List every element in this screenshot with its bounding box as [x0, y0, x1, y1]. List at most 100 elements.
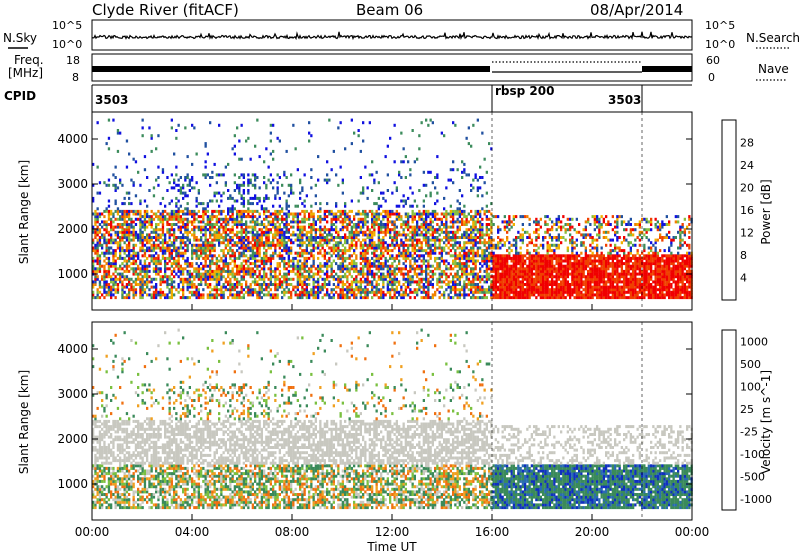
power-cell: [393, 220, 396, 224]
power-cell: [134, 262, 138, 266]
power-cell: [186, 209, 189, 213]
power-cell: [272, 293, 275, 297]
power-cell: [119, 223, 122, 226]
power-cell: [110, 290, 113, 294]
power-cell: [166, 189, 169, 192]
power-cell: [177, 209, 180, 213]
power-cell: [182, 196, 185, 200]
power-cell: [515, 256, 518, 260]
power-cell: [224, 228, 227, 232]
power-cell: [285, 230, 288, 234]
power-cell: [346, 256, 349, 260]
power-cell: [290, 251, 293, 255]
power-cell: [479, 277, 482, 281]
power-cell: [301, 238, 304, 242]
power-cell: [479, 269, 482, 273]
power-cell: [238, 189, 241, 192]
power-cell: [339, 290, 342, 294]
power-cell: [393, 288, 396, 292]
power-cell: [200, 246, 203, 250]
power-cell: [114, 176, 117, 179]
power-cell: [485, 262, 488, 266]
power-cell: [301, 186, 304, 190]
power-cell: [128, 191, 131, 195]
power-cell: [188, 212, 191, 216]
power-cell: [530, 290, 533, 294]
power-cell: [326, 209, 329, 213]
power-cell: [107, 246, 111, 250]
power-cell: [359, 254, 362, 258]
power-cell: [479, 280, 482, 284]
power-cell: [197, 277, 200, 281]
power-cell: [524, 277, 527, 281]
power-cell: [278, 209, 281, 213]
power-cell: [137, 212, 140, 216]
power-cell: [400, 272, 403, 276]
power-cell: [287, 204, 290, 208]
power-cell: [272, 223, 275, 226]
power-cell: [305, 238, 308, 242]
power-cell: [357, 129, 360, 132]
power-cell: [292, 230, 295, 234]
power-cell: [341, 262, 344, 266]
power-cell: [238, 267, 241, 271]
power-cell: [308, 267, 311, 271]
power-cell: [517, 296, 520, 300]
power-cell: [418, 283, 421, 286]
power-cell: [285, 280, 288, 284]
power-cell: [438, 228, 441, 232]
power-cell: [510, 280, 513, 284]
power-cell: [317, 209, 320, 213]
power-cell: [206, 217, 209, 221]
power-cell: [247, 269, 250, 273]
power-cell: [256, 254, 259, 258]
power-cell: [319, 251, 322, 255]
power-cell: [146, 176, 149, 179]
power-cell: [515, 249, 518, 253]
power-cell: [227, 272, 230, 276]
power-cell: [146, 275, 149, 279]
power-cell: [116, 186, 120, 190]
power-cell: [389, 296, 392, 300]
power-cell: [479, 262, 482, 266]
power-cell: [110, 251, 113, 255]
power-cell: [303, 251, 306, 255]
power-cell: [312, 259, 315, 263]
power-cell: [353, 293, 356, 297]
power-cell: [92, 162, 95, 166]
power-cell: [128, 296, 131, 300]
power-cell: [339, 280, 342, 284]
power-cell: [164, 246, 167, 250]
power-cell: [263, 196, 266, 200]
power-cell: [472, 267, 475, 271]
power-cell: [377, 230, 380, 234]
power-cell: [312, 272, 315, 276]
power-cell: [224, 183, 227, 187]
power-cell: [240, 267, 243, 271]
power-cell: [143, 209, 147, 213]
power-cell: [314, 220, 317, 224]
power-cell: [155, 215, 158, 219]
power-cell: [355, 212, 358, 216]
power-cell: [494, 296, 497, 300]
power-cell: [148, 220, 151, 224]
power-cell: [467, 280, 470, 284]
power-cell: [497, 269, 500, 273]
power-cell: [245, 225, 248, 229]
power-cell: [197, 220, 200, 224]
power-cell: [238, 269, 241, 273]
power-cell: [485, 269, 488, 273]
power-cell: [215, 269, 218, 273]
power-cell: [137, 254, 140, 258]
power-cell: [481, 290, 484, 294]
power-cell: [474, 277, 477, 281]
power-cell: [161, 275, 165, 279]
power-cell: [96, 254, 99, 258]
power-cell: [121, 228, 124, 232]
power-cell: [535, 264, 538, 268]
power-cell: [283, 288, 286, 292]
power-cell: [479, 215, 482, 219]
power-cell: [170, 223, 173, 226]
power-cell: [305, 243, 308, 247]
